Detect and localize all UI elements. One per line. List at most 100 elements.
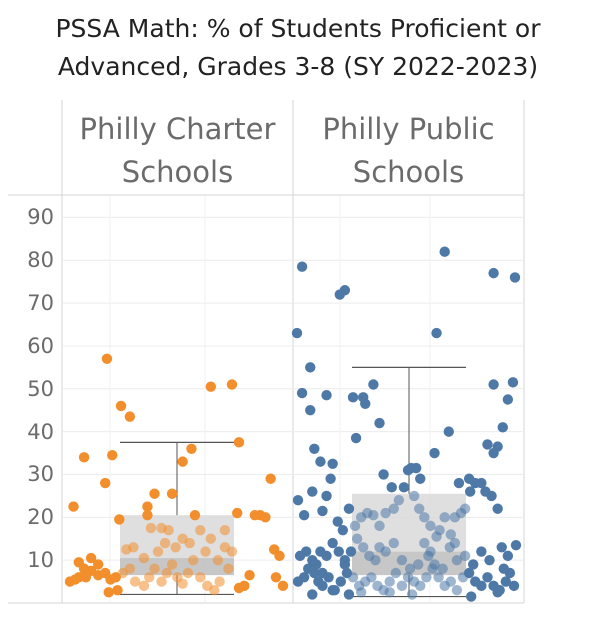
point-public-30 bbox=[393, 494, 405, 506]
point-public-62 bbox=[509, 272, 521, 283]
point-public-2 bbox=[305, 362, 316, 373]
point-public-139 bbox=[327, 584, 338, 596]
point-public-46 bbox=[486, 490, 497, 502]
point-public-31 bbox=[398, 482, 410, 493]
point-charter-77 bbox=[270, 572, 282, 583]
point-public-146 bbox=[498, 563, 509, 574]
point-charter-54 bbox=[200, 546, 211, 557]
point-public-47 bbox=[492, 503, 503, 514]
point-public-88 bbox=[309, 567, 320, 579]
y-tick-label-60: 60 bbox=[27, 333, 54, 358]
point-public-38 bbox=[445, 529, 457, 540]
point-public-75 bbox=[351, 533, 363, 544]
box-upper-1 bbox=[352, 493, 466, 552]
point-public-42 bbox=[464, 486, 476, 497]
point-public-153 bbox=[378, 469, 389, 480]
point-charter-57 bbox=[205, 381, 217, 392]
point-public-69 bbox=[388, 537, 399, 549]
point-public-1 bbox=[296, 261, 308, 272]
point-charter-8 bbox=[142, 501, 153, 512]
point-charter-28 bbox=[144, 572, 155, 583]
point-public-132 bbox=[437, 563, 448, 574]
point-public-126 bbox=[484, 554, 495, 566]
point-charter-35 bbox=[182, 567, 194, 579]
point-charter-59 bbox=[233, 437, 245, 448]
point-public-136 bbox=[404, 563, 416, 574]
point-public-76 bbox=[345, 546, 357, 557]
point-public-154 bbox=[386, 482, 397, 493]
point-public-134 bbox=[423, 550, 434, 562]
point-public-32 bbox=[408, 490, 420, 502]
point-charter-5 bbox=[115, 400, 127, 412]
point-public-124 bbox=[502, 550, 514, 562]
point-public-90 bbox=[317, 580, 328, 592]
point-public-41 bbox=[459, 503, 471, 514]
point-charter-12 bbox=[85, 552, 97, 564]
point-public-48 bbox=[439, 246, 450, 257]
point-public-103 bbox=[396, 580, 408, 592]
point-charter-10 bbox=[114, 514, 125, 525]
point-public-13 bbox=[309, 443, 320, 454]
point-public-95 bbox=[347, 572, 359, 583]
point-public-28 bbox=[380, 507, 391, 519]
point-charter-6 bbox=[124, 411, 136, 422]
point-charter-52 bbox=[205, 533, 217, 544]
point-public-60 bbox=[502, 394, 514, 405]
point-public-22 bbox=[332, 516, 343, 527]
point-public-111 bbox=[445, 576, 457, 587]
y-tick-label-20: 20 bbox=[27, 505, 54, 530]
point-charter-69 bbox=[244, 569, 255, 581]
point-public-37 bbox=[439, 512, 450, 523]
panel-header-public: Philly Public Schools bbox=[322, 112, 495, 189]
y-tick-label-90: 90 bbox=[27, 205, 54, 230]
point-charter-76 bbox=[277, 580, 289, 592]
point-public-3 bbox=[296, 387, 308, 399]
point-public-101 bbox=[384, 576, 395, 587]
point-charter-9 bbox=[142, 509, 153, 521]
y-tick-label-10: 10 bbox=[27, 548, 54, 573]
point-public-12 bbox=[350, 432, 362, 444]
point-public-138 bbox=[317, 567, 328, 579]
point-public-58 bbox=[492, 441, 503, 452]
point-public-79 bbox=[327, 537, 338, 549]
point-charter-80 bbox=[103, 587, 114, 598]
point-public-149 bbox=[307, 589, 318, 600]
point-public-49 bbox=[431, 327, 442, 339]
point-public-54 bbox=[429, 447, 440, 459]
point-charter-73 bbox=[265, 473, 276, 484]
point-public-7 bbox=[347, 392, 359, 403]
point-charter-58 bbox=[226, 379, 238, 390]
point-charter-61 bbox=[226, 546, 238, 557]
point-charter-32 bbox=[166, 559, 178, 570]
point-public-29 bbox=[388, 503, 399, 514]
point-public-51 bbox=[402, 464, 414, 476]
point-public-150 bbox=[311, 559, 322, 570]
point-public-67 bbox=[419, 537, 430, 549]
point-charter-75 bbox=[274, 550, 285, 562]
point-charter-50 bbox=[177, 456, 188, 467]
point-charter-19 bbox=[80, 572, 92, 583]
point-public-81 bbox=[315, 546, 326, 557]
point-public-127 bbox=[476, 546, 487, 557]
point-public-141 bbox=[355, 587, 367, 598]
point-public-123 bbox=[510, 539, 522, 551]
point-charter-40 bbox=[152, 546, 164, 557]
point-public-63 bbox=[488, 267, 499, 279]
point-charter-48 bbox=[138, 552, 150, 564]
point-public-116 bbox=[476, 580, 487, 592]
point-public-20 bbox=[298, 509, 310, 521]
point-public-129 bbox=[459, 550, 471, 562]
point-public-93 bbox=[335, 576, 346, 587]
point-public-84 bbox=[294, 550, 306, 562]
point-public-55 bbox=[443, 426, 454, 437]
point-charter-66 bbox=[214, 576, 225, 587]
point-public-73 bbox=[364, 550, 375, 562]
point-charter-25 bbox=[124, 563, 136, 574]
point-public-155 bbox=[339, 559, 351, 570]
point-public-66 bbox=[453, 477, 465, 489]
point-public-107 bbox=[421, 572, 432, 583]
point-public-140 bbox=[343, 589, 355, 600]
point-charter-26 bbox=[129, 576, 141, 587]
point-charter-51 bbox=[195, 524, 206, 536]
